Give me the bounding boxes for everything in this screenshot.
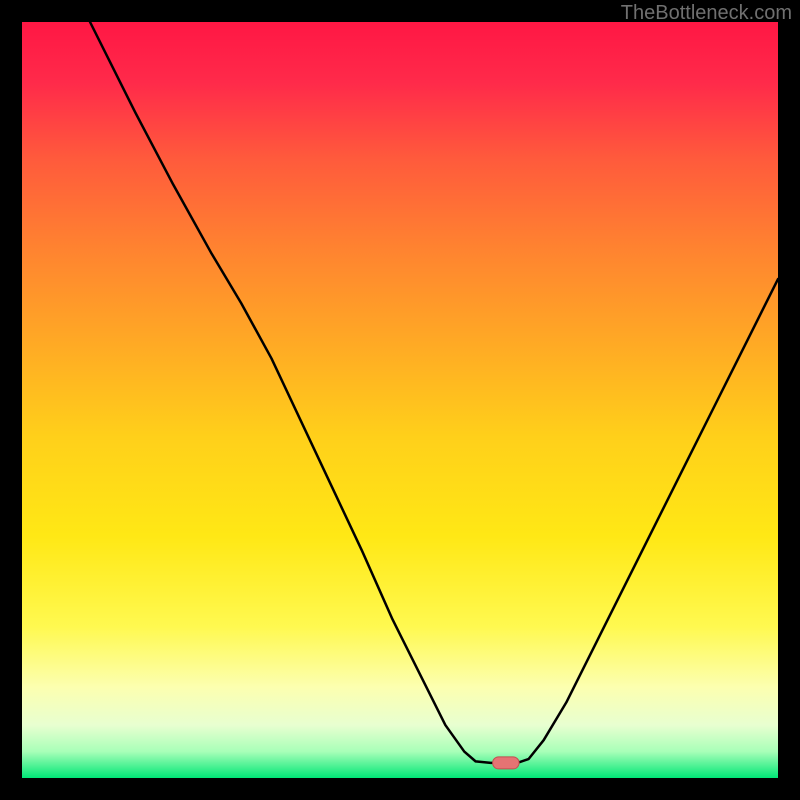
optimal-marker: [493, 757, 519, 769]
watermark-text: TheBottleneck.com: [621, 2, 792, 25]
gradient-background: [22, 22, 778, 778]
bottleneck-chart: TheBottleneck.com: [0, 0, 800, 800]
chart-svg: [0, 0, 800, 800]
